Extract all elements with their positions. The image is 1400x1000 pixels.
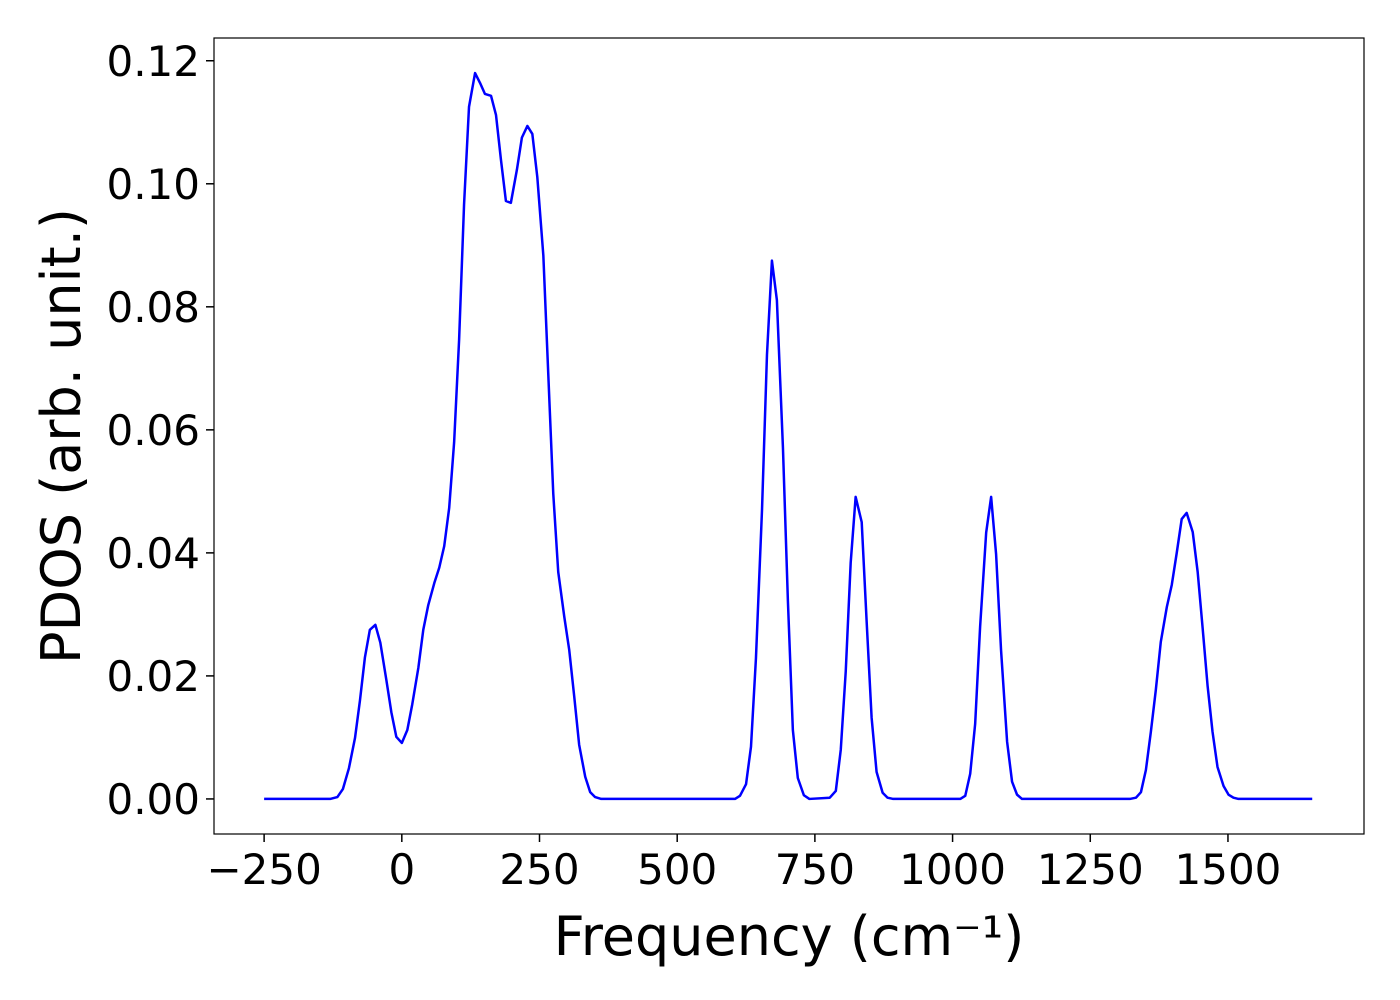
x-axis-label: Frequency (cm⁻¹) — [554, 905, 1025, 968]
x-tick-label: −250 — [206, 845, 321, 894]
x-tick-label: 1250 — [1037, 845, 1144, 894]
y-tick-label: 0.04 — [106, 529, 200, 578]
y-tick-label: 0.12 — [106, 37, 200, 86]
y-tick-label: 0.10 — [106, 160, 200, 209]
plot-frame — [213, 37, 1365, 835]
data-line — [264, 71, 1313, 801]
x-tick-label: 500 — [637, 845, 717, 894]
y-tick-label: 0.06 — [106, 406, 200, 455]
x-tick-label: 0 — [388, 845, 415, 894]
y-tick-label: 0.08 — [106, 283, 200, 332]
x-tick-label: 1000 — [899, 845, 1006, 894]
y-axis-label: PDOS (arb. unit.) — [30, 208, 93, 664]
x-tick-label: 1500 — [1175, 845, 1282, 894]
y-tick-label: 0.00 — [106, 775, 200, 824]
x-tick-label: 750 — [775, 845, 855, 894]
x-tick-label: 250 — [499, 845, 579, 894]
y-tick-label: 0.02 — [106, 652, 200, 701]
